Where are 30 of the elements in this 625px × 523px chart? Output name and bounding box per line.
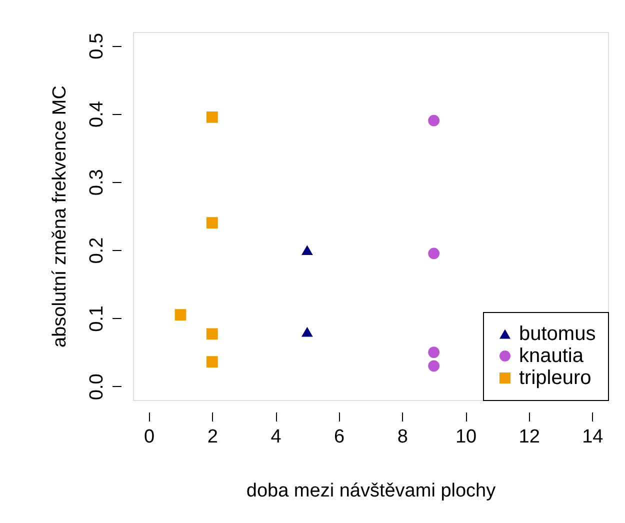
point — [206, 111, 218, 123]
x-tick-label: 8 — [397, 426, 408, 448]
point — [206, 217, 218, 229]
x-tick-label: 2 — [207, 426, 218, 448]
y-tick-label: 0.3 — [86, 169, 108, 196]
x-tick-label: 0 — [144, 426, 155, 448]
point — [428, 248, 440, 260]
x-tick-label: 6 — [334, 426, 345, 448]
x-tick-label: 12 — [518, 426, 540, 448]
x-tick-label: 10 — [455, 426, 477, 448]
point — [174, 309, 186, 321]
point — [428, 114, 440, 126]
point — [428, 360, 440, 372]
point — [206, 328, 218, 340]
x-axis-title: doba mezi návštěvami plochy — [246, 480, 496, 502]
point — [301, 326, 313, 337]
legend-label: butomus — [519, 323, 596, 345]
x-tick-label: 14 — [582, 426, 604, 448]
y-axis-title: absolutní změna frekvence MC — [50, 86, 70, 348]
point — [206, 356, 218, 368]
y-tick-label: 0.0 — [86, 374, 108, 400]
y-tick-label: 0.4 — [86, 100, 108, 128]
legend-label: knautia — [519, 345, 584, 367]
y-tick-label: 0.2 — [86, 237, 108, 264]
point — [301, 245, 313, 256]
point — [428, 346, 440, 358]
x-tick-label: 4 — [270, 426, 282, 448]
y-tick-label: 0.1 — [86, 306, 108, 332]
legend-label: tripleuro — [519, 367, 592, 389]
y-tick-label: 0.5 — [86, 32, 108, 60]
